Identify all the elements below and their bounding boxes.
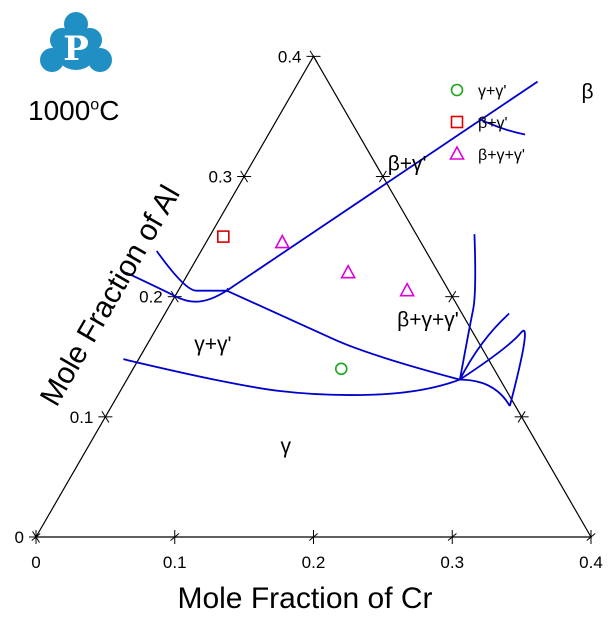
data-markers <box>217 230 415 376</box>
region-label: γ+γ' <box>194 333 231 356</box>
y-tick-label: 0 <box>15 528 24 547</box>
legend-label: β+γ' <box>478 115 508 132</box>
y-tick <box>309 50 318 63</box>
y-tick <box>101 410 110 423</box>
phase-boundary-line <box>226 80 539 292</box>
y-tick <box>240 170 249 183</box>
logo: P <box>36 10 116 82</box>
triangle-marker <box>274 233 291 249</box>
region-labels: β β+γ' β+γ+γ' γ+γ' γ <box>194 80 593 457</box>
x-tick <box>308 533 319 541</box>
legend: γ+γ' β+γ' β+γ+γ' <box>449 83 525 164</box>
right-tick <box>448 290 457 303</box>
phase-boundary-line <box>125 271 228 303</box>
tick-labels: 0 0.1 0.2 0.3 0.4 0 0.1 0.2 0.3 0.4 <box>15 47 603 572</box>
phase-boundary-line <box>478 118 526 136</box>
phase-boundary-line <box>459 329 526 407</box>
region-label: β <box>581 80 593 103</box>
x-tick-label: 0.2 <box>302 553 326 572</box>
triangle-marker <box>340 263 357 279</box>
x-tick <box>586 533 596 541</box>
y-tick-label: 0.3 <box>208 168 232 187</box>
legend-circle-marker <box>450 83 464 97</box>
phase-boundary-line <box>226 289 461 381</box>
svg-text:P: P <box>63 29 89 69</box>
p-logo-icon: P <box>40 12 112 72</box>
region-label: β+γ' <box>388 153 427 176</box>
phase-boundary-line <box>458 234 477 380</box>
square-marker <box>217 230 230 243</box>
right-tick <box>517 410 526 423</box>
phase-boundary-line <box>459 378 511 407</box>
triangle-marker <box>399 281 415 297</box>
legend-triangle-marker <box>449 145 465 160</box>
phase-boundary-line <box>123 358 461 396</box>
temperature-degree: o <box>90 96 100 114</box>
legend-square-marker <box>450 115 464 129</box>
x-axis-title: Mole Fraction of Cr <box>177 582 433 615</box>
circle-marker <box>334 362 348 376</box>
temperature-unit: C <box>99 95 120 126</box>
x-tick-label: 0.3 <box>440 553 464 572</box>
phase-boundaries <box>123 80 539 407</box>
region-label: γ <box>281 435 292 458</box>
phase-boundary-line <box>459 312 510 380</box>
phase-boundary-line <box>155 250 227 292</box>
x-tick-label: 0 <box>31 553 40 572</box>
x-tick-label: 0.1 <box>163 553 187 572</box>
legend-label: β+γ+γ' <box>478 147 525 164</box>
tick-marks <box>29 50 596 544</box>
region-label: β+γ+γ' <box>397 309 459 332</box>
x-tick-label: 0.4 <box>579 553 603 572</box>
legend-label: γ+γ' <box>478 83 506 100</box>
x-tick <box>447 533 457 541</box>
temperature-value: 1000 <box>28 95 91 126</box>
y-tick-label: 0.1 <box>70 408 94 427</box>
y-tick <box>32 531 40 543</box>
x-tick <box>170 533 180 541</box>
right-tick <box>378 170 387 183</box>
y-tick-label: 0.2 <box>139 288 163 307</box>
y-tick-label: 0.4 <box>278 47 302 66</box>
temperature-label: 1000oC <box>28 95 119 127</box>
